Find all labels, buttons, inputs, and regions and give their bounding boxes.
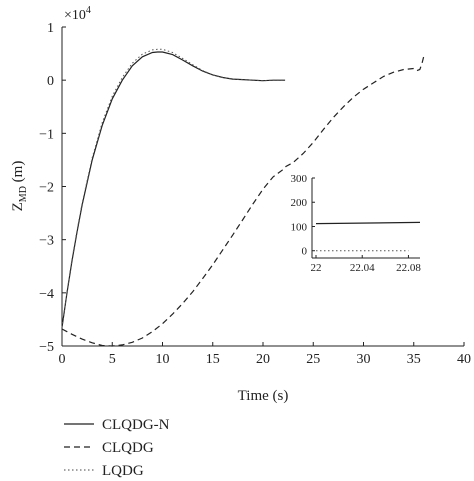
inset-series-line-clqdg-n xyxy=(315,221,421,225)
inset-x-tick-label: 22 xyxy=(311,262,322,274)
x-tick-label: 5 xyxy=(109,352,116,367)
x-tick-label: 40 xyxy=(457,352,471,367)
y-axis-label: ZMD (m) xyxy=(10,161,29,212)
inset-series xyxy=(315,221,421,252)
inset-y-tick-label: 0 xyxy=(302,246,308,258)
legend-label-clqdg: CLQDG xyxy=(102,440,154,456)
y-tick-label: −1 xyxy=(39,127,54,142)
legend: CLQDG-N CLQDG LQDG xyxy=(64,417,170,479)
inset-chart: 22 22.04 22.08 300 200 100 0 xyxy=(291,173,422,274)
y-tick-label: −4 xyxy=(39,287,54,302)
inset-y-tick-label: 100 xyxy=(291,221,308,233)
series-line-lqdg xyxy=(61,48,286,328)
axis-multiplier: ×104 xyxy=(64,5,91,23)
inset-y-tick-label: 200 xyxy=(291,197,308,209)
legend-label-clqdg-n: CLQDG-N xyxy=(102,417,170,433)
x-ticks: 0 5 10 15 20 25 30 35 40 xyxy=(59,342,471,367)
x-tick-label: 0 xyxy=(59,352,66,367)
legend-label-lqdg: LQDG xyxy=(102,463,144,479)
x-tick-label: 20 xyxy=(256,352,270,367)
series-line-clqdg xyxy=(61,56,425,347)
x-tick-label: 30 xyxy=(357,352,371,367)
x-tick-label: 25 xyxy=(306,352,320,367)
x-tick-label: 15 xyxy=(206,352,220,367)
inset-y-ticks: 300 200 100 0 xyxy=(291,173,315,258)
inset-y-tick-label: 300 xyxy=(291,173,308,185)
y-tick-label: −5 xyxy=(39,340,54,355)
y-tick-label: −2 xyxy=(39,181,54,196)
x-tick-label: 10 xyxy=(156,352,170,367)
x-axis-label: Time (s) xyxy=(238,388,289,404)
y-tick-label: 1 xyxy=(47,21,54,36)
series-line-clqdg-n xyxy=(61,51,286,328)
y-ticks: 1 0 −1 −2 −3 −4 −5 xyxy=(39,21,66,355)
y-tick-label: 0 xyxy=(47,74,54,89)
inset-x-ticks: 22 22.04 22.08 xyxy=(311,255,421,274)
inset-x-tick-label: 22.08 xyxy=(396,262,421,274)
series-group xyxy=(61,48,425,347)
y-tick-label: −3 xyxy=(39,234,54,249)
x-tick-label: 35 xyxy=(407,352,421,367)
main-axes xyxy=(61,27,464,347)
inset-x-tick-label: 22.04 xyxy=(350,262,375,274)
